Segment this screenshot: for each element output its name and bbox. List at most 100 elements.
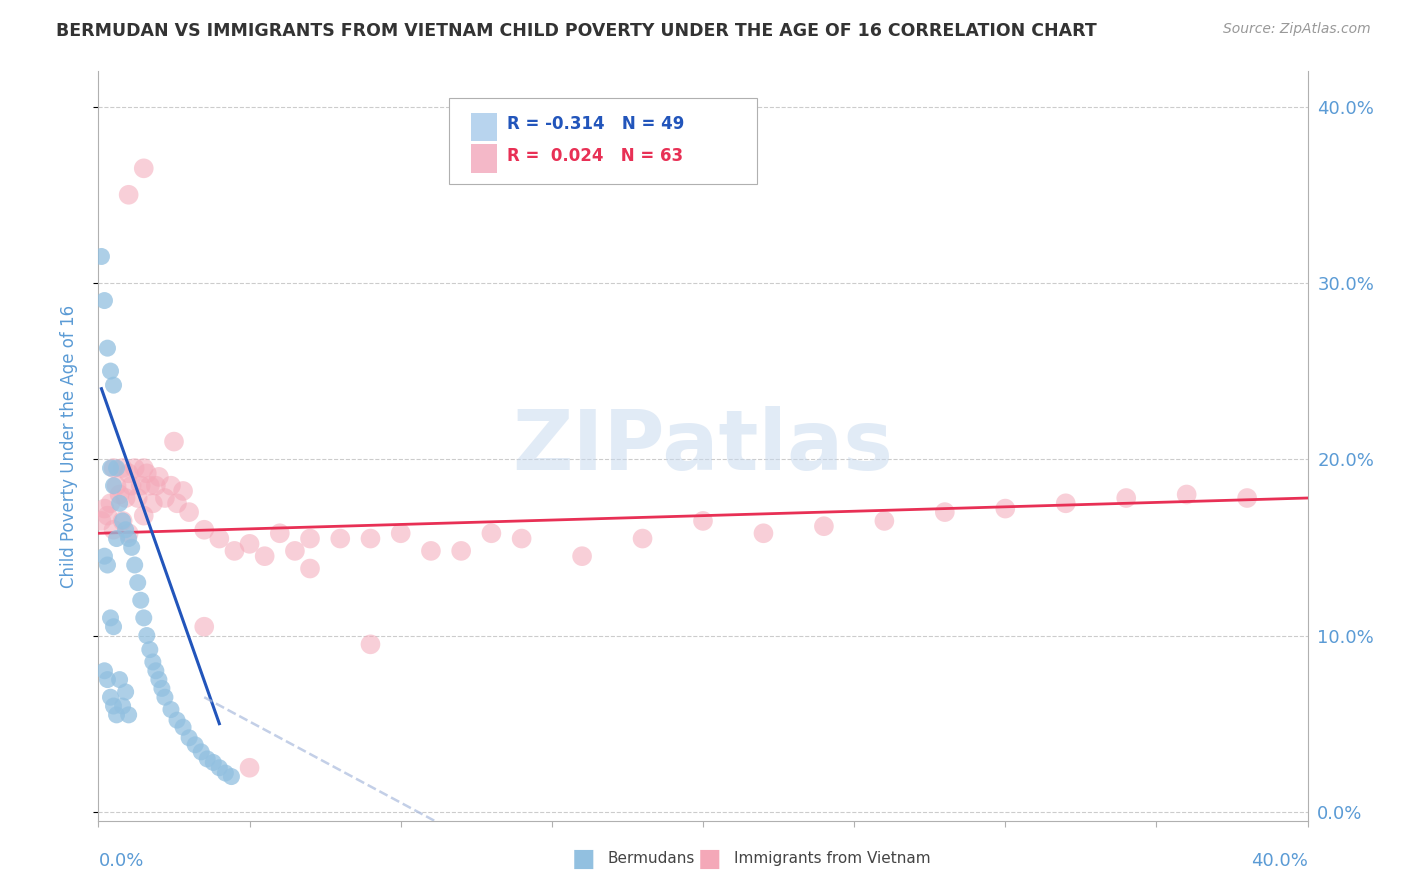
FancyBboxPatch shape [449,97,758,184]
Point [224,544,246,558]
Point [139,642,162,657]
Point [184,738,207,752]
Point [100,461,122,475]
Point [873,514,896,528]
Point [103,620,125,634]
Point [208,761,231,775]
Point [163,434,186,449]
Point [148,470,170,484]
Point [111,514,134,528]
Text: Bermudans: Bermudans [607,852,695,866]
Point [96,558,118,572]
Point [202,756,225,770]
Point [420,544,443,558]
Point [360,532,382,546]
Point [360,637,382,651]
Point [142,496,165,510]
Point [145,478,167,492]
Point [142,655,165,669]
Point [108,487,131,501]
Point [90,514,112,528]
Point [299,561,322,575]
Point [103,378,125,392]
Point [132,461,155,475]
Point [450,544,472,558]
Point [166,713,188,727]
Text: ■: ■ [572,847,595,871]
Point [132,611,155,625]
Point [105,461,128,475]
Point [145,664,167,678]
Point [118,707,141,722]
Point [100,690,122,705]
Point [299,532,322,546]
Point [813,519,835,533]
Point [129,593,152,607]
Point [118,187,141,202]
Point [100,611,122,625]
Point [239,761,262,775]
Point [93,549,115,564]
Point [190,745,212,759]
Point [208,532,231,546]
Point [118,526,141,541]
Point [100,364,122,378]
Point [153,690,176,705]
Point [132,161,155,176]
Y-axis label: Child Poverty Under the Age of 16: Child Poverty Under the Age of 16 [59,304,77,588]
Point [108,496,131,510]
Point [160,702,183,716]
Point [166,496,188,510]
Point [129,478,152,492]
Point [96,508,118,523]
Point [118,532,141,546]
Text: Source: ZipAtlas.com: Source: ZipAtlas.com [1223,22,1371,37]
Point [114,523,136,537]
Text: R =  0.024   N = 63: R = 0.024 N = 63 [508,147,683,165]
Point [934,505,956,519]
Point [172,720,194,734]
Point [148,673,170,687]
Point [193,620,215,634]
Text: ■: ■ [699,847,721,871]
Point [124,461,146,475]
Point [153,491,176,505]
Bar [471,144,498,172]
Text: Immigrants from Vietnam: Immigrants from Vietnam [734,852,931,866]
Point [103,461,125,475]
Point [132,508,155,523]
Point [329,532,352,546]
Bar [471,112,498,141]
Point [90,250,112,264]
Point [96,341,118,355]
Point [1175,487,1198,501]
Point [135,628,157,642]
Text: ZIPatlas: ZIPatlas [513,406,893,486]
Point [114,685,136,699]
Point [631,532,654,546]
Point [105,532,128,546]
Point [214,766,236,780]
Point [239,537,262,551]
Point [93,664,115,678]
Point [692,514,714,528]
Point [994,501,1017,516]
Point [100,496,122,510]
Point [124,558,146,572]
Text: R = -0.314   N = 49: R = -0.314 N = 49 [508,115,685,133]
Point [111,514,134,528]
Point [118,467,141,481]
Point [269,526,291,541]
Point [193,523,215,537]
Point [105,707,128,722]
Point [179,505,201,519]
Point [284,544,307,558]
Point [1115,491,1137,505]
Point [752,526,775,541]
Point [103,699,125,714]
Point [114,491,136,505]
Point [135,467,157,481]
Point [179,731,201,745]
Point [121,541,143,555]
Point [111,461,134,475]
